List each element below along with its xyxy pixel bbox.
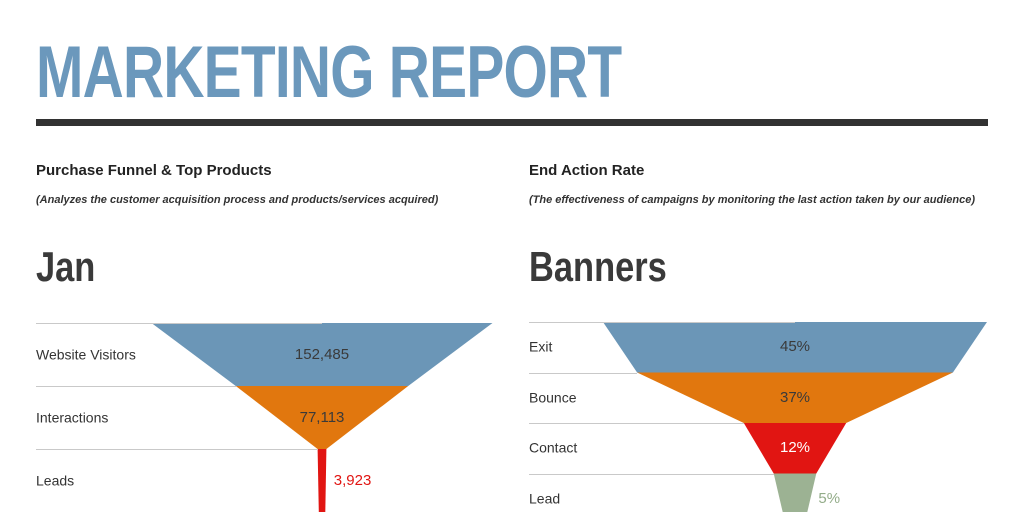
end-action-rate-funnel-chart: Exit 45% Bounce 37% Contact 12% Lead 5%: [529, 322, 987, 512]
funnel-segment-website-visitors: [151, 323, 493, 386]
left-chart-title: Jan: [36, 243, 96, 290]
row-gridline: [529, 372, 638, 374]
category-label-website-visitors: Website Visitors: [36, 346, 136, 363]
category-label-contact: Contact: [529, 439, 578, 456]
row-gridline: [529, 322, 795, 323]
category-label-bounce: Bounce: [529, 389, 577, 406]
funnel-segment-exit: [603, 322, 987, 373]
category-label-lead: Lead: [529, 490, 561, 507]
funnel-shape: [603, 322, 987, 512]
row-gridline: [36, 449, 318, 450]
value-label-exit: 45%: [779, 338, 811, 356]
right-section-heading: End Action Rate: [529, 162, 645, 179]
category-label-interactions: Interactions: [36, 409, 109, 426]
value-label-leads: 3,923: [333, 471, 372, 489]
left-section-subtitle: (Analyzes the customer acquisition proce…: [36, 194, 439, 206]
value-label-website-visitors: 152,485: [294, 345, 350, 363]
title-divider-rule: [36, 119, 988, 126]
report-title: MARKETING REPORT: [36, 32, 622, 113]
category-label-exit: Exit: [529, 338, 553, 355]
category-label-leads: Leads: [36, 472, 75, 489]
row-gridline: [36, 386, 236, 387]
row-gridline: [529, 473, 774, 475]
right-chart-title: Banners: [529, 243, 667, 290]
value-label-bounce: 37%: [779, 388, 811, 406]
funnel-segment-bounce: [637, 372, 953, 423]
row-gridline: [36, 323, 322, 324]
funnel-segment-lead: [773, 473, 817, 512]
purchase-funnel-chart: Website Visitors 152,485 Interactions 77,11…: [36, 323, 493, 512]
value-label-lead: 5%: [818, 489, 841, 507]
value-label-contact: 12%: [779, 439, 811, 457]
funnel-segment-contact: [743, 423, 847, 474]
row-gridline: [529, 423, 744, 424]
right-section-subtitle: (The effectiveness of campaigns by monit…: [529, 194, 976, 206]
left-section-heading: Purchase Funnel & Top Products: [36, 162, 272, 179]
funnel-segment-interactions: [235, 386, 409, 449]
funnel-segment-leads: [317, 449, 327, 512]
funnel-shape: [151, 323, 493, 512]
value-label-interactions: 77,113: [299, 408, 345, 426]
